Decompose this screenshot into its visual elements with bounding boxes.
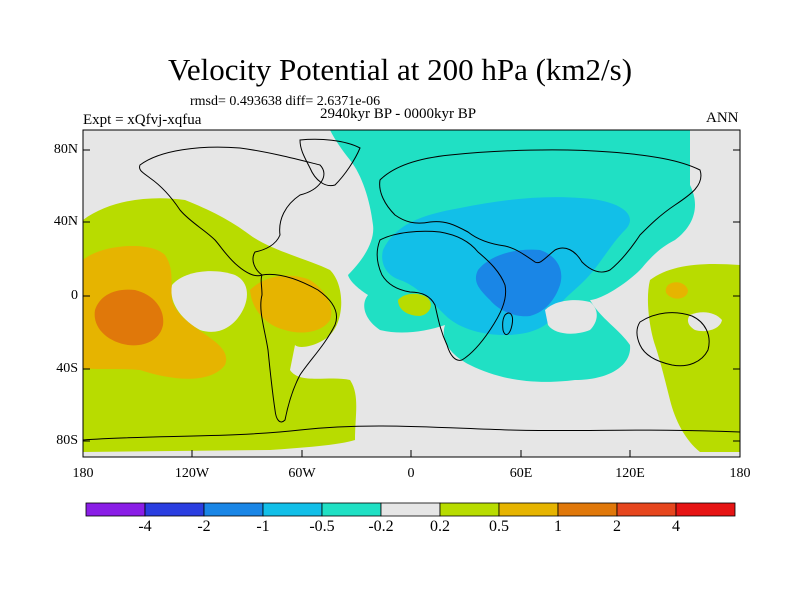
contour-neutral-madagascar bbox=[545, 300, 597, 334]
madagascar-coast bbox=[502, 312, 513, 336]
colorbar-swatch bbox=[439, 502, 500, 517]
colorbar-swatch bbox=[144, 502, 205, 517]
colorbar-label: -0.2 bbox=[368, 518, 394, 535]
colorbar-label: 4 bbox=[672, 518, 680, 535]
stats-text: rmsd= 0.493638 diff= 2.6371e-06 bbox=[190, 94, 381, 109]
colorbar-label: -0.5 bbox=[309, 518, 335, 535]
colorbar-swatch bbox=[498, 502, 559, 517]
lat-label-40n: 40N bbox=[53, 214, 78, 229]
contour-field bbox=[83, 130, 740, 457]
colorbar-label: -2 bbox=[197, 518, 211, 535]
axis-ticks bbox=[82, 149, 741, 457]
north-america-coast bbox=[139, 146, 325, 277]
colorbar-swatch bbox=[616, 502, 677, 517]
season-label: ANN bbox=[706, 110, 739, 126]
colorbar-swatch bbox=[262, 502, 323, 517]
contour-pos-wpacific-mid bbox=[665, 282, 688, 299]
south-america-coast bbox=[260, 273, 337, 423]
coastlines bbox=[83, 138, 740, 441]
colorbar-swatch bbox=[203, 502, 264, 517]
lon-label-180e: 180 bbox=[729, 466, 751, 481]
colorbar-label: 2 bbox=[613, 518, 621, 535]
greenland-coast bbox=[299, 138, 361, 187]
antarctica-coast bbox=[83, 425, 740, 441]
lat-label-0: 0 bbox=[71, 288, 78, 303]
colorbar-swatch bbox=[321, 502, 382, 517]
colorbar-label: 1 bbox=[554, 518, 562, 535]
experiment-label: Expt = xQfvj-xqfua bbox=[83, 112, 202, 128]
africa-coast bbox=[376, 230, 507, 361]
contour-neg-strong bbox=[475, 249, 562, 317]
period-text: 2940kyr BP - 0000kyr BP bbox=[320, 106, 477, 122]
lon-label-60e: 60E bbox=[509, 466, 533, 481]
colorbar-label: 0.5 bbox=[489, 518, 509, 535]
lon-label-120e: 120E bbox=[615, 466, 645, 481]
contour-pos-wpacific-weak bbox=[647, 263, 740, 452]
contour-pos-pacific-strong bbox=[94, 289, 164, 346]
eurasia-coast bbox=[379, 149, 702, 273]
lon-label-0: 0 bbox=[407, 466, 415, 481]
colorbar-label: -1 bbox=[256, 518, 270, 535]
contour-pos-samerica-mid bbox=[250, 275, 332, 333]
colorbar bbox=[85, 502, 736, 517]
lon-label-180w: 180 bbox=[72, 466, 94, 481]
colorbar-label: 0.2 bbox=[430, 518, 450, 535]
lon-label-120w: 120W bbox=[174, 466, 210, 481]
australia-coast bbox=[636, 312, 710, 367]
contour-neutral-wpacific bbox=[687, 312, 722, 332]
colorbar-swatch bbox=[675, 502, 736, 517]
lat-label-80n: 80N bbox=[53, 142, 78, 157]
lat-label-40s: 40S bbox=[56, 361, 78, 376]
lon-label-60w: 60W bbox=[288, 466, 316, 481]
colorbar-swatch bbox=[85, 502, 146, 517]
colorbar-swatch bbox=[380, 502, 441, 517]
lat-label-80s: 80S bbox=[56, 433, 78, 448]
colorbar-label: -4 bbox=[138, 518, 152, 535]
colorbar-swatch bbox=[557, 502, 618, 517]
map-title: Velocity Potential at 200 hPa (km2/s) bbox=[167, 52, 633, 87]
contour-neutral-hole bbox=[171, 271, 247, 332]
contour-pos-guinea bbox=[398, 293, 431, 316]
